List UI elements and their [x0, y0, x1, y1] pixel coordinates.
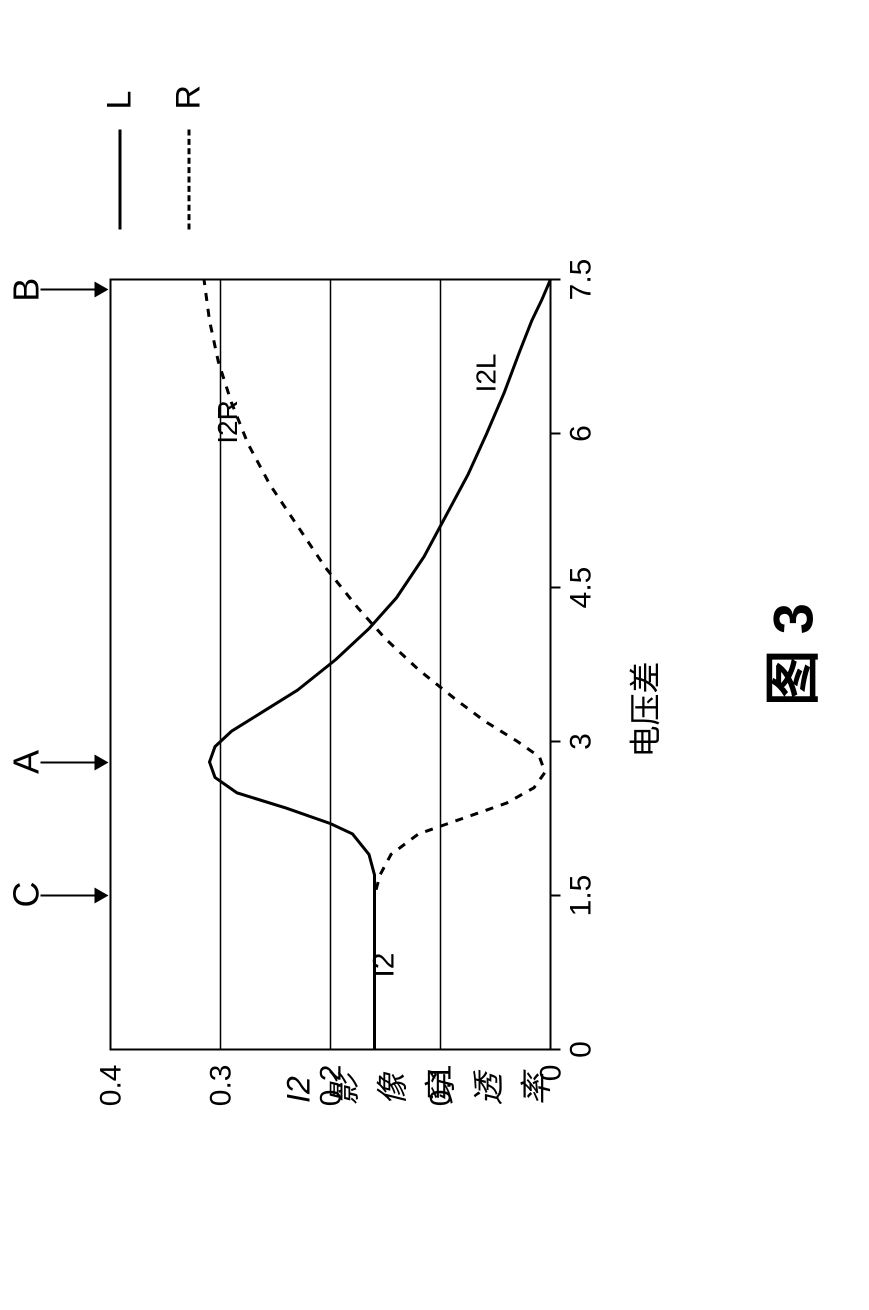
y-axis-char: 像 — [368, 1070, 414, 1110]
chart-svg: 00.10.20.30.401.534.567.5I2LI2RI2 — [81, 260, 631, 1160]
series-L — [210, 280, 551, 1050]
y-tick-label: 0.4 — [95, 1065, 128, 1107]
series-label-R: I2R — [212, 400, 243, 444]
y-axis-char: 透 — [464, 1070, 510, 1110]
x-tick-label: 4.5 — [565, 567, 598, 609]
chart-area: 00.10.20.30.401.534.567.5I2LI2RI2 I2 影像穿… — [81, 260, 631, 1160]
rotated-figure-container: 00.10.20.30.401.534.567.5I2LI2RI2 I2 影像穿… — [1, 0, 869, 1310]
y-axis-title: I2 影像穿透率 — [281, 1070, 560, 1110]
annotation-arrow-head-C — [95, 888, 109, 904]
series-R — [204, 280, 545, 1050]
x-tick-label: 6 — [565, 425, 598, 442]
annotation-arrow-line-A — [41, 761, 97, 763]
y-axis-head: I2 — [281, 1070, 318, 1110]
annotation-arrow-line-C — [41, 895, 97, 897]
legend: LR — [101, 30, 239, 230]
y-tick-label: 0.3 — [205, 1065, 238, 1107]
inner-label: I2 — [368, 953, 401, 978]
x-axis-title: 电压差 — [621, 661, 667, 757]
series-label-L: I2L — [471, 353, 502, 392]
legend-row-L: L — [101, 30, 140, 230]
y-axis-char: 影 — [320, 1070, 366, 1110]
annotation-arrow-head-B — [95, 282, 109, 298]
annotation-arrow-head-A — [95, 754, 109, 770]
legend-swatch-L — [119, 130, 122, 230]
legend-row-R: R — [170, 30, 209, 230]
legend-label-L: L — [101, 91, 140, 110]
x-tick-label: 1.5 — [565, 875, 598, 917]
y-axis-char: 穿 — [416, 1070, 462, 1110]
x-tick-label: 7.5 — [565, 260, 598, 301]
y-axis-char: 率 — [512, 1070, 558, 1110]
x-tick-label: 0 — [565, 1041, 598, 1058]
annotation-arrow-line-B — [41, 289, 97, 291]
figure-label: 图 3 — [749, 603, 830, 706]
legend-label-R: R — [170, 85, 209, 110]
x-tick-label: 3 — [565, 733, 598, 750]
legend-swatch-R — [188, 130, 191, 230]
